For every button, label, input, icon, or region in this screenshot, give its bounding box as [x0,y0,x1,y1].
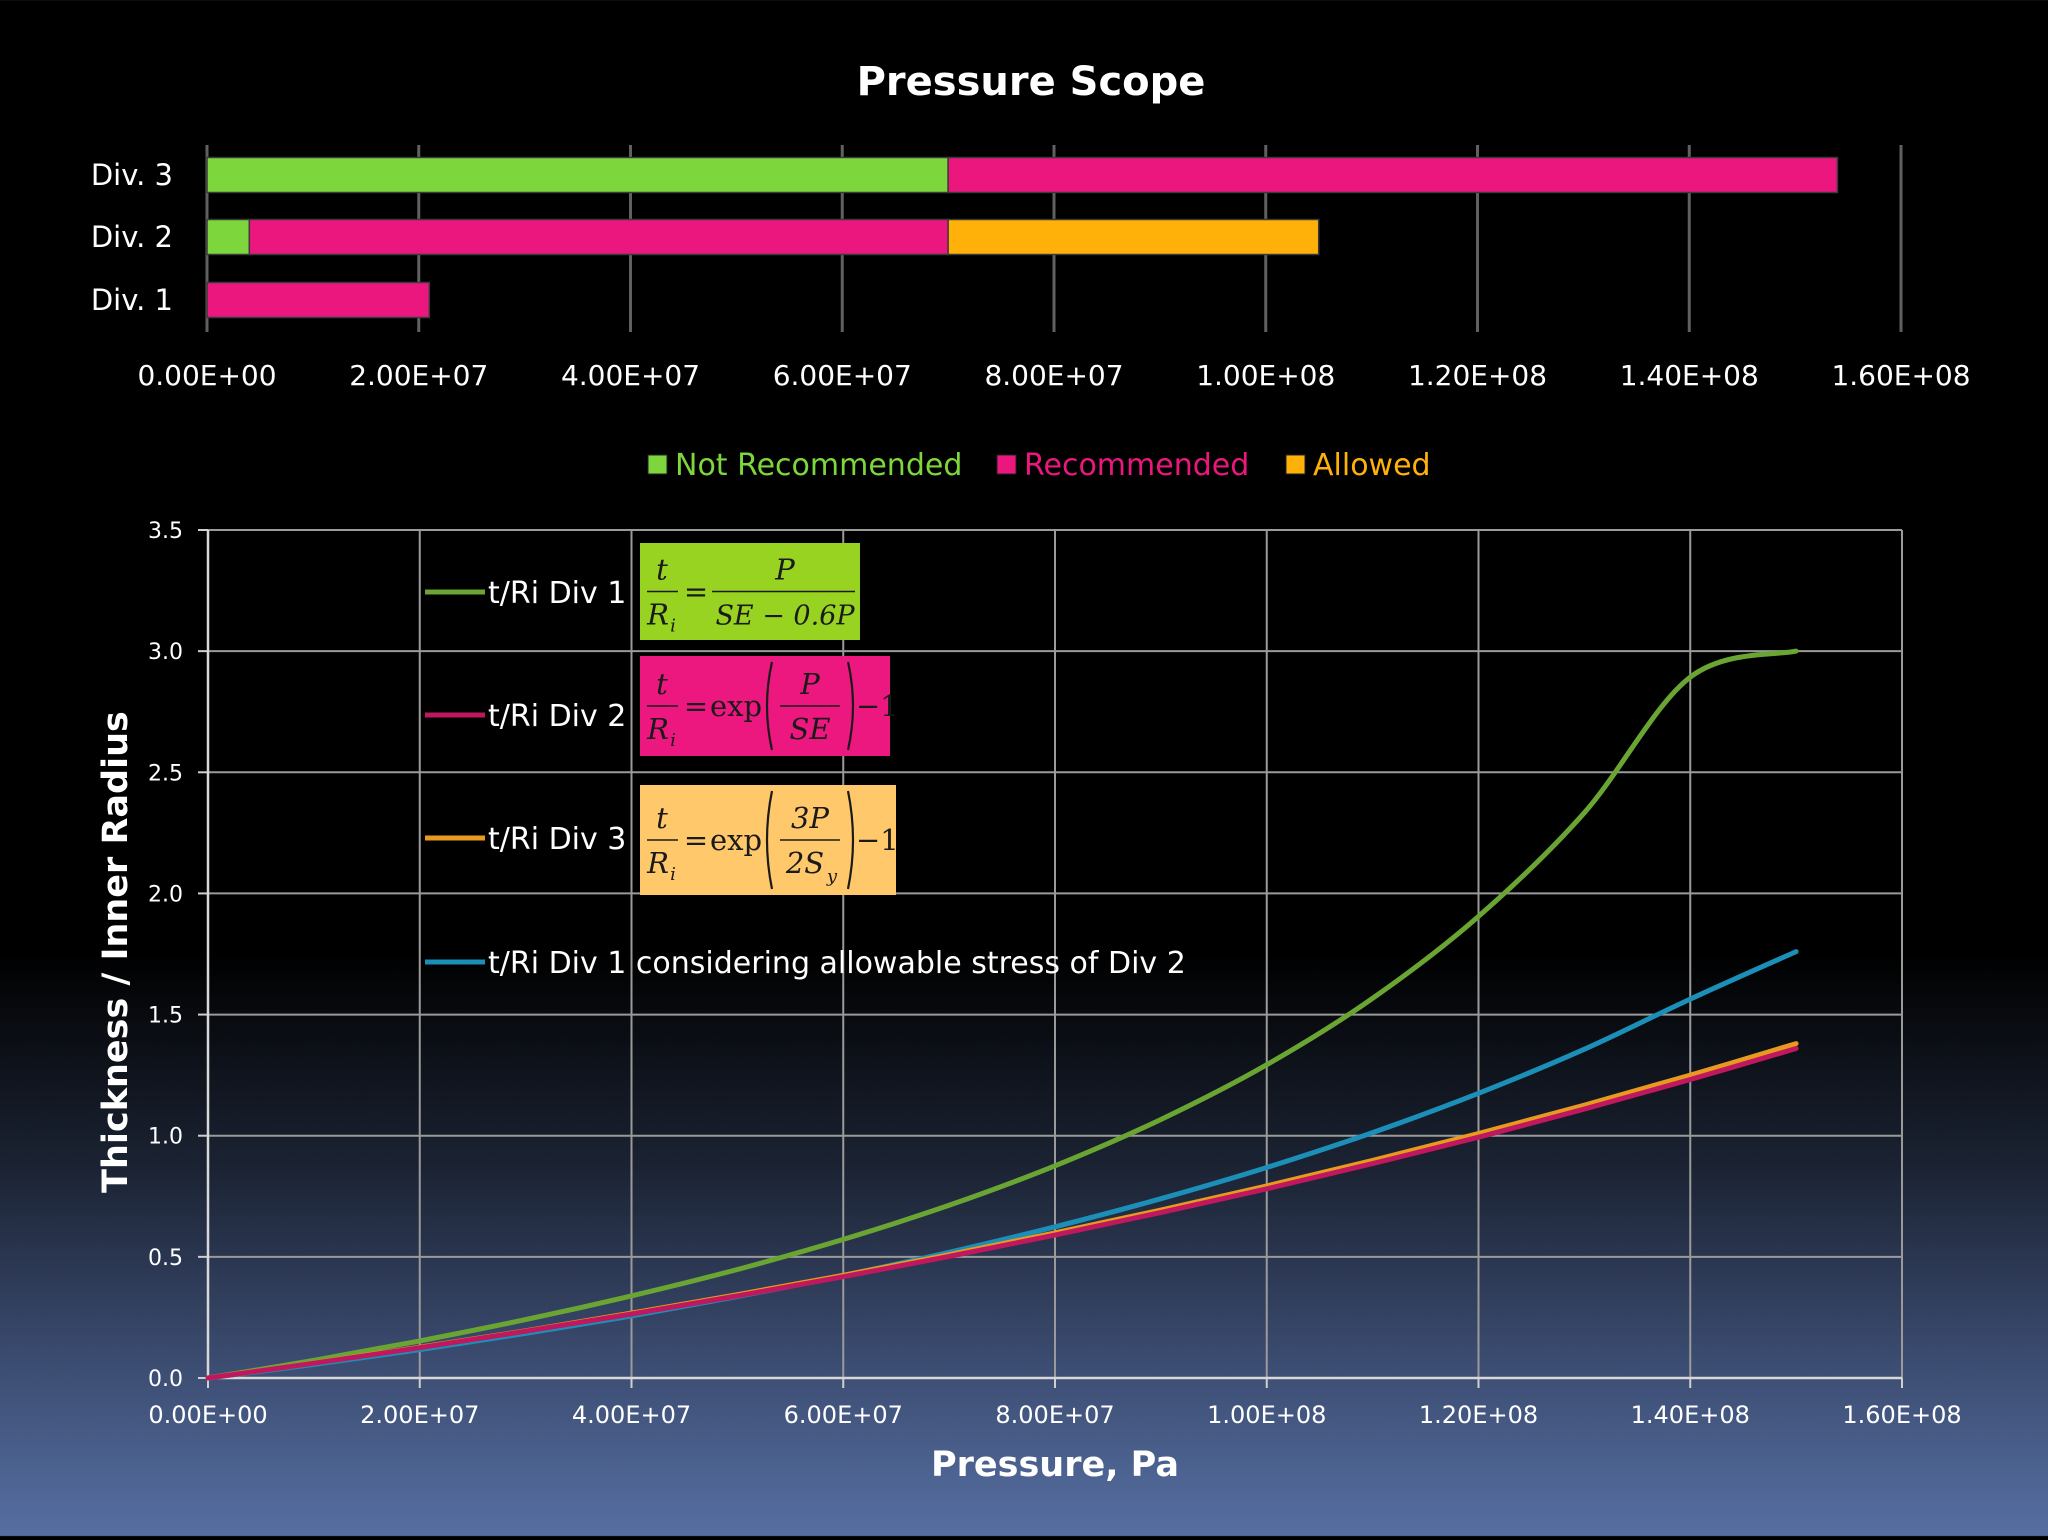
legend-label-allowed: Allowed [1313,448,1431,483]
equation-function-name: exp [710,823,762,857]
equation-3: tR i = exp 3P 2S y −1 [640,785,899,895]
thickness-line-chart: 0.0 0.5 1.0 1.5 2.0 2.5 3.0 3.5 0.00E+00 2.00E+0… [96,519,1962,1485]
bar-category-label-div-3: Div. 3 [91,158,173,192]
equation-inner-denominator: 2S [785,846,824,880]
equation-tail-term: −1 [856,823,899,857]
line-y-tick-labels: 0.0 0.5 1.0 1.5 2.0 2.5 3.0 3.5 [148,519,183,1392]
equation-rhs-denominator: SE − 0.6P [715,601,855,632]
bar-chart-title: Pressure Scope [857,59,1206,105]
bar-div-2-allowed [947,218,1320,256]
x-tick-label: 6.00E+07 [784,1401,903,1429]
x-tick-label: 1.00E+08 [1207,1401,1326,1429]
bar-category-label-div-2: Div. 2 [91,220,173,254]
equation-left-paren [765,790,774,890]
equation-lhs-subscript: i [670,616,676,637]
equation-lhs-subscript: i [670,730,676,751]
equation-lhs-numerator: t [656,553,668,587]
equation-inner-numerator: 3P [791,801,829,835]
line-series [205,648,1799,1381]
bar-x-tick-label: 1.20E+08 [1408,359,1547,392]
x-tick-label: 1.60E+08 [1842,1401,1961,1429]
legend-label-t-ri-div-3: t/Ri Div 3 [488,822,626,857]
x-tick-label: 0.00E+00 [148,1401,267,1429]
x-tick-label: 1.40E+08 [1631,1401,1750,1429]
equation-inner-subscript: y [826,866,838,887]
bar-x-tick-label: 1.00E+08 [1196,359,1335,392]
y-tick-label: 0.5 [148,1246,183,1271]
bar-x-tick-label: 1.60E+08 [1831,359,1970,392]
y-axis-label: Thickness / Inner Radius [96,711,136,1193]
equation-1: tR i = P SE − 0.6P [640,543,860,640]
bar-div-3-not-recommended [206,156,949,194]
equation-rhs-numerator: P [774,553,795,587]
bar-legend: Not Recommended Recommended Allowed [647,448,1431,483]
equation-right-paren [846,661,855,751]
x-axis-label: Pressure, Pa [931,1445,1179,1485]
equation-equals-sign: = [684,823,708,857]
equation-equals-sign: = [684,689,708,723]
bar-x-tick-label: 0.00E+00 [137,359,276,392]
line-grid [198,529,1903,1388]
equation-lhs-denominator: R [646,846,669,880]
equation-lhs-subscript: i [670,864,676,885]
bar-div-1-recommended [206,281,431,319]
line-series-t-ri-div-3 [205,1041,1799,1381]
x-tick-label: 4.00E+07 [572,1401,691,1429]
x-tick-label: 8.00E+07 [995,1401,1114,1429]
x-tick-label: 1.20E+08 [1419,1401,1538,1429]
legend-label-t-ri-div-1: t/Ri Div 1 [488,576,626,611]
y-tick-label: 1.0 [148,1125,183,1150]
bar-category-label-div-1: Div. 1 [91,283,173,317]
y-tick-label: 3.0 [148,640,183,665]
line-legend: t/Ri Div 1 t/Ri Div 2 t/Ri Div 3 t/Ri Div 1… [425,576,1186,981]
bar-x-tick-label: 2.00E+07 [349,359,488,392]
bar-div-3-recommended [947,156,1839,194]
legend-label-recommended: Recommended [1024,448,1249,483]
equation-lhs-numerator: t [656,801,668,835]
bar-x-tick-label: 6.00E+07 [773,359,912,392]
y-tick-label: 1.5 [148,1004,183,1029]
legend-swatch-recommended [996,454,1017,475]
equation-lhs-denominator: R [646,712,669,746]
equation-left-paren [765,661,774,751]
equation-equals-sign: = [684,575,708,609]
equation-lhs-denominator: R [646,598,669,632]
bar-x-tick-labels: 0.00E+00 2.00E+07 4.00E+07 6.00E+07 8.00E+07… [137,359,1970,392]
equation-inner-numerator: P [799,667,820,701]
legend-label-t-ri-div-2: t/Ri Div 2 [488,699,626,734]
line-series-t-ri-div-1 [205,648,1799,1381]
legend-label-t-ri-div-1-considering-allowable-stress-of-div-2: t/Ri Div 1 considering allowable stress … [488,946,1186,981]
line-series-t-ri-div-2 [205,1046,1799,1381]
y-tick-label: 2.5 [148,761,183,786]
equation-lhs-numerator: t [656,667,668,701]
bar-x-tick-label: 4.00E+07 [561,359,700,392]
legend-label-not-recommended: Not Recommended [675,448,962,483]
y-tick-label: 0.0 [148,1367,183,1392]
equation-tail-term: −1 [856,689,899,723]
bar-div-2-not-recommended [206,218,251,256]
bar-x-tick-label: 8.00E+07 [984,359,1123,392]
bar-bars [206,156,1839,319]
equation-function-name: exp [710,689,762,723]
pressure-scope-bar-chart: Pressure Scope Div. 3 Div. 2 Div. 1 0.00E+… [91,59,1971,483]
bar-category-labels: Div. 3 Div. 2 Div. 1 [91,158,173,317]
y-tick-label: 3.5 [148,519,183,544]
legend-swatch-not-recommended [647,454,668,475]
equation-box-bg [640,656,890,756]
x-tick-label: 2.00E+07 [360,1401,479,1429]
bar-x-tick-label: 1.40E+08 [1620,359,1759,392]
bar-div-2-recommended [248,218,949,256]
line-x-tick-labels: 0.00E+00 2.00E+07 4.00E+07 6.00E+07 8.00E+07… [148,1401,1961,1429]
legend-swatch-allowed [1285,454,1306,475]
equation-2: tR i = exp P SE −1 [640,656,899,756]
equation-inner-denominator: SE [789,712,830,746]
y-tick-label: 2.0 [148,882,183,907]
equation-right-paren [846,790,855,890]
